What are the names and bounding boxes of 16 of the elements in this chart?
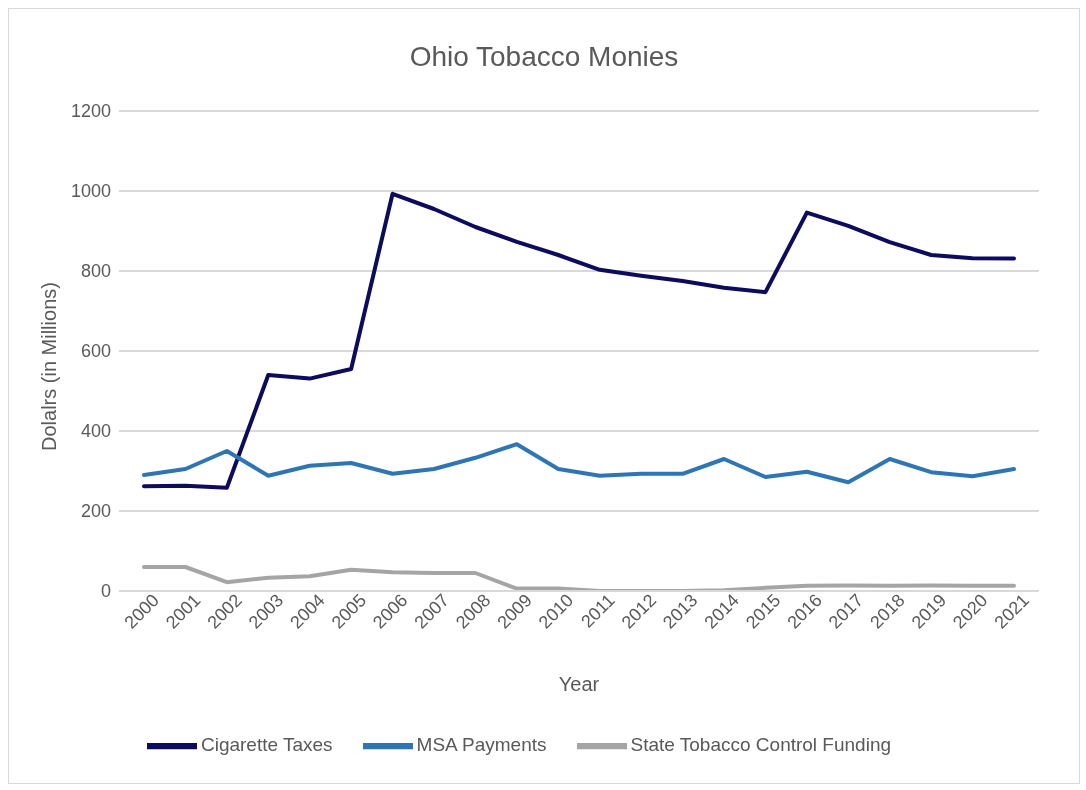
line-series (142, 442, 1016, 485)
y-tick-label: 800 (80, 261, 111, 282)
legend-label: State Tobacco Control Funding (630, 734, 892, 756)
y-tick-label: 400 (80, 421, 111, 442)
y-tick-label: 1000 (70, 181, 111, 202)
y-axis-title: Dolalrs (in Millions) (38, 282, 61, 451)
line-series (142, 565, 1016, 591)
legend-label: Cigarette Taxes (200, 734, 333, 756)
y-tick-label: 0 (100, 581, 111, 602)
chart-title: Ohio Tobacco Monies (408, 40, 680, 74)
line-series (142, 191, 1016, 490)
legend-label: MSA Payments (416, 734, 547, 756)
y-tick-label: 200 (80, 501, 111, 522)
y-tick-label: 1200 (70, 101, 111, 122)
y-tick-label: 600 (80, 341, 111, 362)
x-axis-title: Year (558, 673, 600, 695)
